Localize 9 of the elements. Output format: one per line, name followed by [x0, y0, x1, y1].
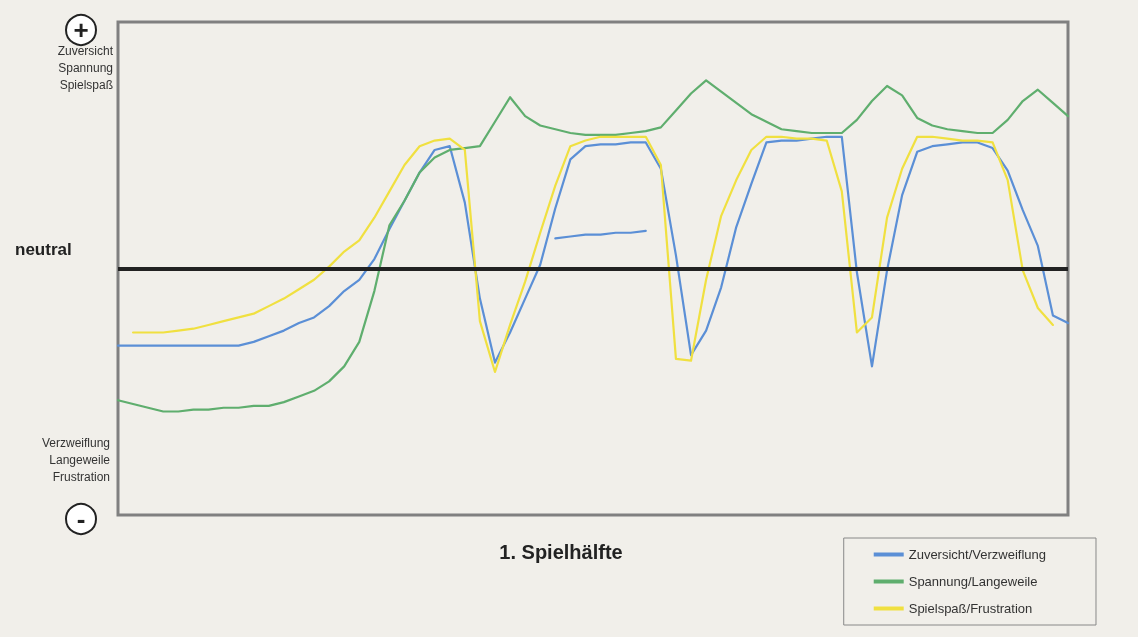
legend-label: Spannung/Langeweile — [908, 574, 1038, 589]
text: Zuversicht Spannung Spielspaß — [57, 44, 114, 92]
ref-line-label: neutral — [15, 239, 72, 259]
text: + — [73, 15, 89, 45]
text: 1. Spielhälfte — [499, 541, 623, 563]
text: - — [76, 504, 86, 534]
legend-label: Zuversicht/Verzweiflung — [908, 547, 1046, 562]
text: Verzweiflung Langeweile Frustration — [41, 436, 111, 484]
legend-label: Spielspaß/Frustration — [908, 601, 1033, 616]
